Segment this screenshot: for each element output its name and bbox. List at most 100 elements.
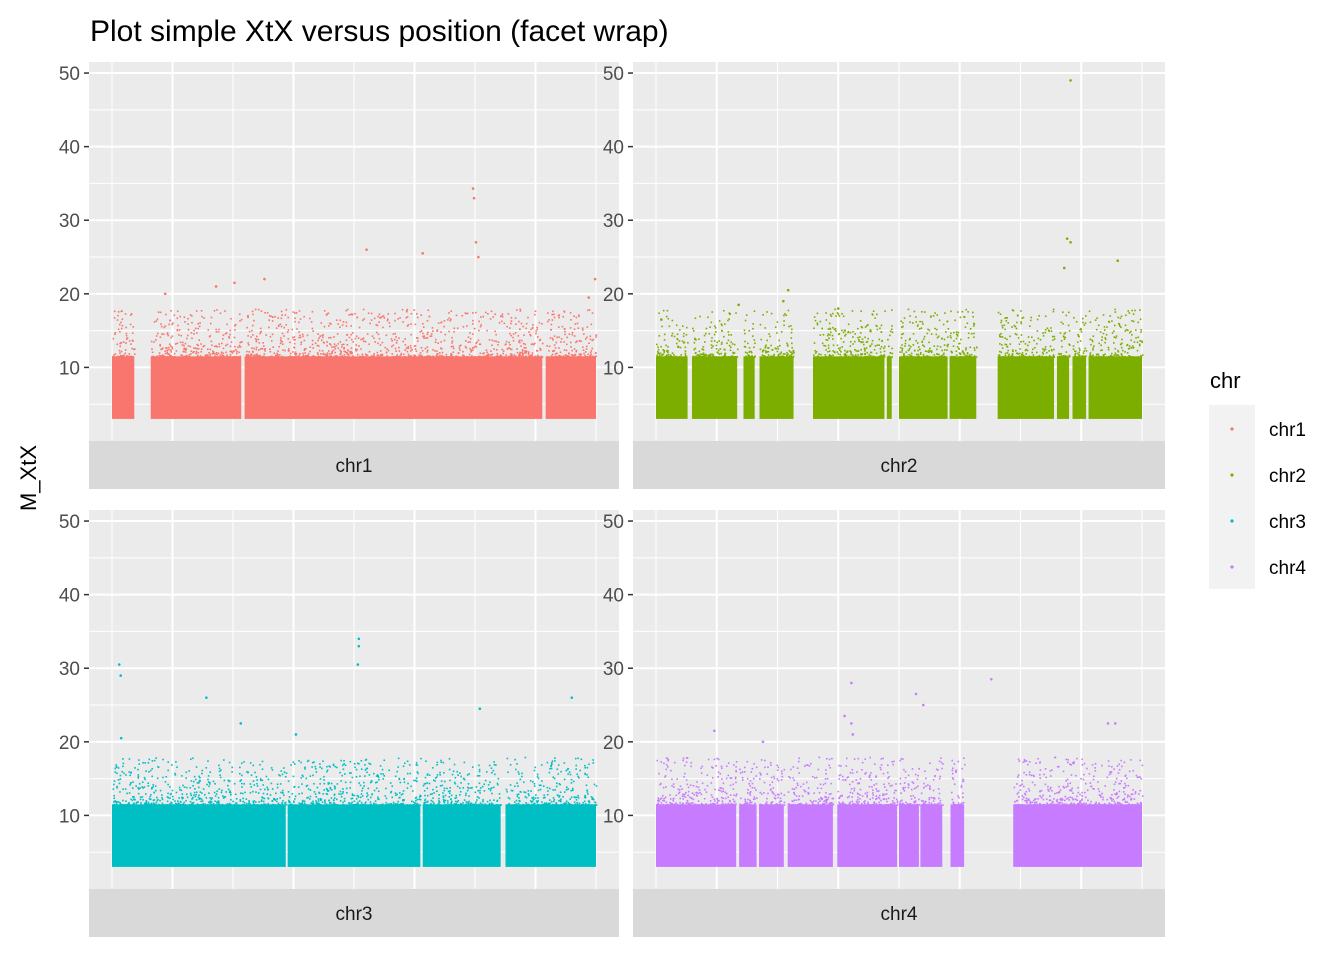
scatter-point	[519, 328, 521, 331]
scatter-point	[917, 355, 920, 358]
scatter-point	[556, 356, 558, 358]
scatter-point	[278, 345, 280, 348]
scatter-point	[816, 322, 819, 325]
scatter-point	[1095, 328, 1098, 331]
scatter-point	[433, 792, 435, 794]
scatter-point	[696, 781, 698, 783]
scatter-point	[479, 789, 481, 792]
scatter-point	[570, 778, 573, 781]
scatter-point	[283, 771, 286, 774]
scatter-point	[575, 768, 577, 770]
scatter-point	[463, 356, 465, 358]
scatter-point	[565, 802, 568, 805]
scatter-point	[261, 760, 264, 763]
scatter-point	[435, 786, 438, 788]
scatter-point	[291, 328, 294, 331]
scatter-point	[543, 802, 546, 805]
scatter-point	[492, 786, 495, 789]
scatter-point	[553, 798, 556, 801]
scatter-point	[795, 799, 798, 802]
scatter-point	[320, 798, 323, 801]
scatter-point	[148, 758, 151, 761]
scatter-point	[293, 338, 295, 341]
scatter-point	[809, 799, 812, 802]
scatter-point	[152, 799, 155, 802]
scatter-point	[246, 771, 248, 773]
scatter-point	[259, 788, 262, 791]
scatter-point	[355, 344, 358, 346]
scatter-point	[1078, 347, 1081, 350]
scatter-point	[229, 790, 231, 792]
scatter-point	[1084, 347, 1087, 350]
scatter-point	[704, 354, 706, 357]
scatter-point	[287, 791, 290, 793]
scatter-point	[447, 802, 449, 804]
scatter-point	[1001, 347, 1004, 350]
scatter-point	[594, 352, 597, 355]
scatter-point	[813, 342, 816, 344]
scatter-point	[453, 781, 456, 784]
scatter-point	[166, 796, 169, 798]
scatter-point	[1024, 343, 1027, 345]
scatter-point	[869, 356, 871, 358]
scatter-point	[913, 310, 916, 313]
scatter-point	[168, 354, 171, 357]
scatter-point	[771, 356, 774, 358]
scatter-point	[121, 804, 124, 806]
scatter-point	[576, 802, 578, 804]
scatter-point	[671, 334, 673, 337]
scatter-point	[202, 345, 205, 348]
scatter-point	[571, 789, 574, 792]
scatter-point	[147, 785, 150, 787]
scatter-point	[442, 796, 445, 799]
scatter-point	[569, 798, 572, 800]
scatter-point	[322, 793, 324, 795]
scatter-point	[485, 771, 488, 773]
scatter-point	[752, 804, 755, 806]
scatter-point	[563, 349, 566, 351]
scatter-point	[723, 355, 726, 358]
scatter-point	[517, 340, 520, 343]
scatter-point	[548, 345, 551, 348]
scatter-point	[685, 779, 688, 781]
scatter-point	[311, 766, 313, 768]
scatter-point	[121, 318, 124, 321]
scatter-point	[272, 804, 274, 806]
scatter-point	[677, 788, 680, 791]
scatter-point	[336, 803, 338, 806]
scatter-point	[1006, 346, 1008, 348]
scatter-point	[825, 801, 828, 803]
scatter-point	[329, 786, 332, 789]
scatter-point	[998, 356, 1001, 358]
scatter-point	[120, 341, 123, 344]
scatter-point	[215, 328, 218, 331]
scatter-point	[290, 764, 292, 766]
scatter-point	[411, 356, 413, 358]
scatter-point	[716, 797, 718, 800]
scatter-point	[377, 356, 380, 358]
scatter-point	[746, 352, 749, 354]
scatter-point	[332, 349, 335, 352]
scatter-point	[543, 794, 545, 797]
scatter-point	[507, 796, 510, 799]
scatter-point	[413, 354, 416, 357]
scatter-point	[128, 340, 131, 342]
scatter-point	[334, 345, 336, 348]
scatter-point	[130, 772, 132, 774]
scatter-point	[529, 780, 532, 782]
scatter-point	[705, 803, 707, 805]
scatter-point	[680, 354, 683, 356]
scatter-point	[164, 347, 167, 349]
scatter-point	[534, 356, 536, 358]
scatter-point	[298, 353, 301, 355]
scatter-point	[1095, 355, 1098, 358]
scatter-point	[437, 322, 440, 324]
scatter-point	[439, 773, 441, 776]
scatter-point	[420, 314, 423, 316]
scatter-point	[446, 356, 448, 358]
scatter-point	[334, 348, 337, 350]
scatter-point	[197, 351, 200, 354]
scatter-point	[1082, 321, 1084, 324]
scatter-point	[420, 346, 423, 349]
scatter-point	[820, 353, 822, 356]
